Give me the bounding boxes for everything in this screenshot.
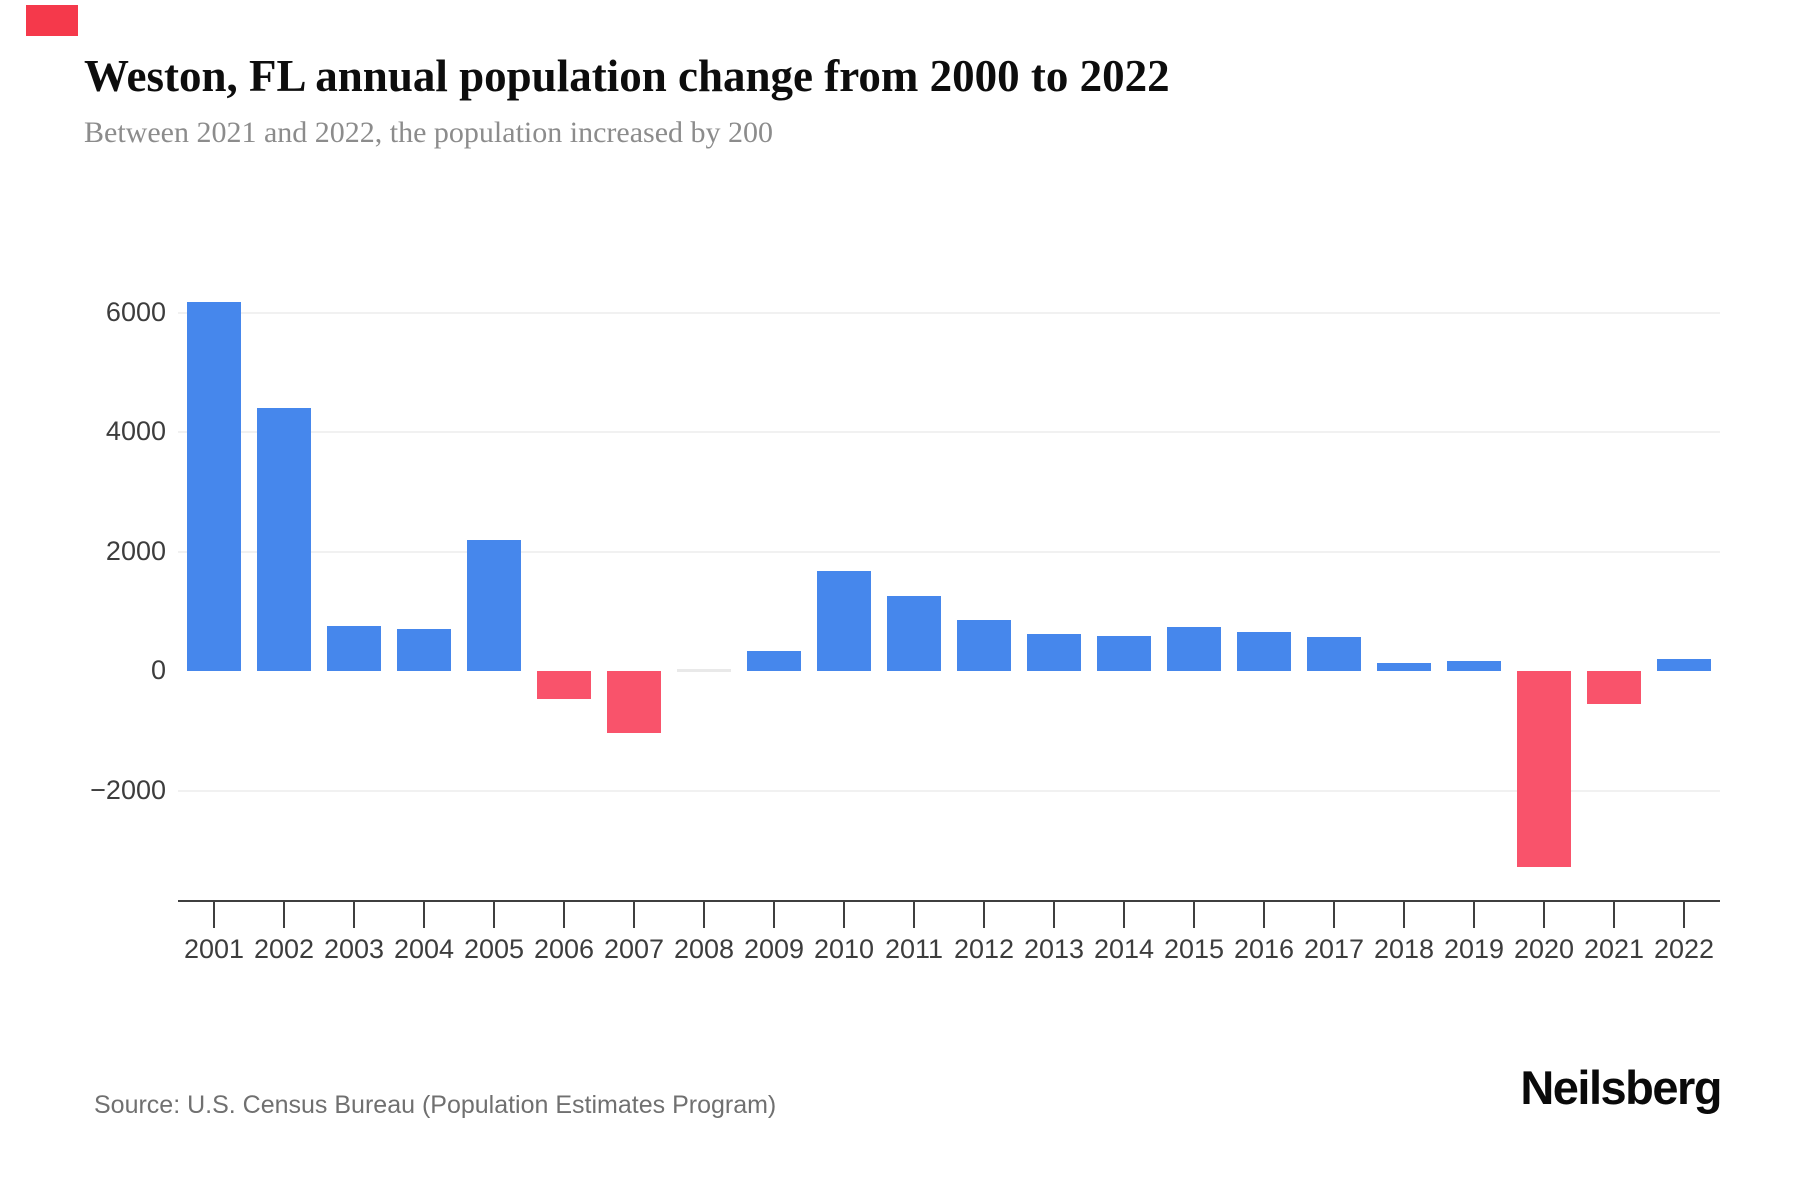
x-axis-label-2016: 2016 — [1233, 934, 1295, 964]
x-axis-label-2020: 2020 — [1513, 934, 1575, 964]
x-tick-2016 — [1263, 902, 1265, 928]
y-axis-label-2000: 2000 — [105, 535, 166, 566]
bar-2009 — [747, 651, 801, 671]
x-axis-label-2011: 2011 — [884, 934, 944, 964]
x-tick-2011 — [913, 902, 915, 928]
x-tick-2017 — [1333, 902, 1335, 928]
x-axis-label-2006: 2006 — [533, 934, 595, 964]
x-tick-2014 — [1123, 902, 1125, 928]
bar-2018 — [1377, 662, 1431, 671]
x-tick-2008 — [703, 902, 705, 928]
bar-2006 — [537, 671, 591, 700]
x-axis-label-2013: 2013 — [1023, 934, 1085, 964]
source-note: Source: U.S. Census Bureau (Population E… — [94, 1091, 777, 1119]
bar-2001 — [187, 301, 241, 671]
x-tick-2007 — [633, 902, 635, 928]
x-tick-2009 — [773, 902, 775, 928]
gridline-2000 — [178, 550, 1720, 553]
x-tick-2005 — [493, 902, 495, 928]
bar-2015 — [1167, 626, 1221, 671]
y-axis-label-0: 0 — [150, 655, 166, 685]
bar-2022 — [1657, 659, 1711, 671]
bar-2004 — [397, 629, 451, 671]
x-tick-2010 — [843, 902, 845, 928]
x-tick-2002 — [283, 902, 285, 928]
x-tick-2020 — [1543, 902, 1545, 928]
page-title: Weston, FL annual population change from… — [84, 51, 1170, 101]
x-axis-label-2002: 2002 — [253, 934, 315, 964]
x-tick-2015 — [1193, 902, 1195, 928]
page-subtitle: Between 2021 and 2022, the population in… — [84, 116, 774, 149]
gridline-4000 — [178, 431, 1720, 433]
gridline-6000 — [178, 311, 1720, 314]
bar-2008 — [677, 669, 731, 672]
gridline--2000 — [178, 789, 1720, 792]
bar-2003 — [327, 625, 381, 671]
x-axis-label-2003: 2003 — [323, 934, 385, 964]
x-axis-label-2007: 2007 — [603, 934, 665, 964]
x-axis-line — [178, 900, 1720, 902]
x-axis-label-2018: 2018 — [1373, 934, 1435, 964]
bar-2013 — [1027, 633, 1081, 671]
red-corner-marker — [26, 5, 78, 36]
bar-2011 — [887, 596, 941, 671]
x-axis-label-2012: 2012 — [953, 934, 1015, 964]
bar-2019 — [1447, 661, 1501, 671]
x-tick-2018 — [1403, 902, 1405, 928]
x-tick-2004 — [423, 902, 425, 928]
y-axis-label-4000: 4000 — [105, 416, 166, 446]
bar-2002 — [257, 408, 311, 671]
bar-2012 — [957, 620, 1011, 671]
bar-2014 — [1097, 636, 1151, 671]
bar-2017 — [1307, 636, 1361, 671]
x-axis-label-2001: 2001 — [183, 934, 245, 964]
bar-2016 — [1237, 632, 1291, 671]
bar-2020 — [1517, 671, 1571, 867]
x-tick-2013 — [1053, 902, 1055, 928]
brand-logo: Neilsberg — [1520, 1061, 1722, 1114]
x-tick-2001 — [213, 902, 215, 928]
x-tick-2019 — [1473, 902, 1475, 928]
x-axis-label-2017: 2017 — [1303, 934, 1365, 964]
x-axis-label-2022: 2022 — [1653, 934, 1715, 964]
x-tick-2006 — [563, 902, 565, 928]
x-tick-2022 — [1683, 902, 1685, 928]
x-axis-label-2009: 2009 — [743, 934, 805, 964]
x-tick-2012 — [983, 902, 985, 928]
x-axis-label-2008: 2008 — [673, 934, 735, 964]
bar-2021 — [1587, 671, 1641, 704]
y-axis-label--2000: −2000 — [90, 774, 166, 805]
y-axis-label-6000: 6000 — [105, 296, 166, 327]
bar-2007 — [607, 671, 661, 734]
x-tick-2021 — [1613, 902, 1615, 928]
x-axis-label-2005: 2005 — [463, 934, 525, 964]
x-axis-label-2015: 2015 — [1163, 934, 1225, 964]
x-axis-label-2019: 2019 — [1443, 934, 1505, 964]
x-tick-2003 — [353, 902, 355, 928]
bar-2005 — [467, 540, 521, 671]
x-axis-label-2004: 2004 — [393, 934, 455, 964]
x-axis-label-2010: 2010 — [813, 934, 875, 964]
bar-2010 — [817, 570, 871, 671]
x-axis-label-2014: 2014 — [1093, 934, 1155, 964]
x-axis-label-2021: 2021 — [1583, 934, 1645, 964]
